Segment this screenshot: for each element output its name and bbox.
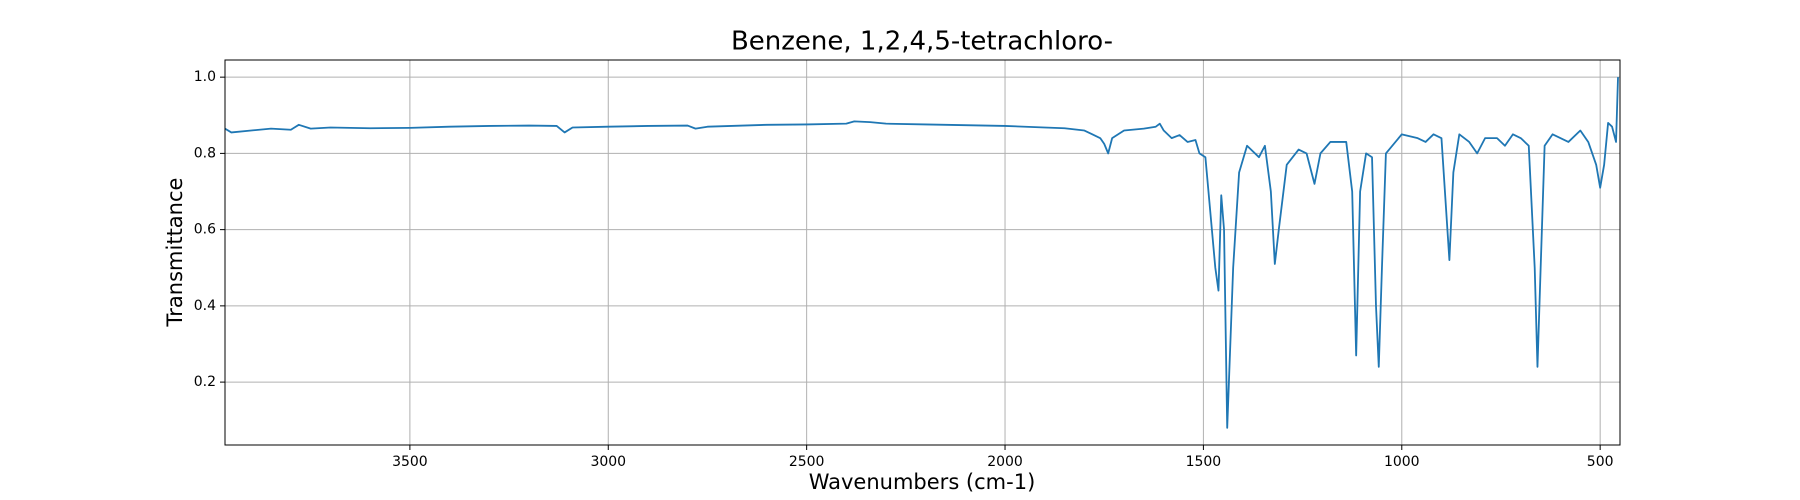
y-tick-label: 0.2 [194, 374, 216, 390]
y-axis-label: Transmittance [163, 178, 187, 328]
y-tick-label: 0.8 [194, 145, 216, 161]
x-tick-label: 2500 [789, 454, 825, 470]
plot-frame [224, 59, 1621, 446]
y-tick-label: 0.6 [194, 222, 216, 238]
spectrum-line [224, 77, 1619, 429]
x-axis-label: Wavenumbers (cm-1) [809, 470, 1036, 494]
y-tick-label: 1.0 [194, 69, 216, 85]
x-tick-label: 3000 [590, 454, 626, 470]
x-tick-label: 2000 [987, 454, 1023, 470]
x-tick-label: 3500 [392, 454, 428, 470]
x-tick-label: 500 [1587, 454, 1614, 470]
y-tick-label: 0.4 [194, 298, 216, 314]
x-tick-label: 1000 [1384, 454, 1420, 470]
chart-title: Benzene, 1,2,4,5-tetrachloro- [731, 27, 1113, 57]
x-tick-label: 1500 [1186, 454, 1222, 470]
